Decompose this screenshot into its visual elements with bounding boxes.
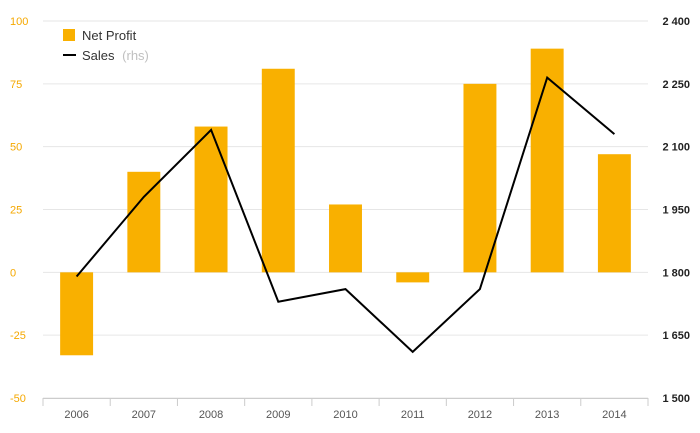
x-tick-label: 2014	[602, 409, 626, 421]
x-tick-label: 2006	[64, 409, 88, 421]
x-tick-label: 2008	[199, 409, 223, 421]
x-tick-label: 2011	[401, 409, 425, 421]
bar-net-profit-2012	[463, 83, 497, 273]
bar-net-profit-2007	[127, 171, 161, 273]
bar-net-profit-2011	[396, 272, 430, 283]
right-tick-label: 2 100	[662, 142, 690, 154]
legend: Net Profit Sales (rhs)	[63, 28, 149, 63]
right-axis-ticks: 2 400 2 250 2 100 1 950 1 800 1 650 1 500	[662, 16, 690, 405]
x-axis: 2006 2007 2008 2009 2010 2011 2012 2013 2014	[42, 398, 649, 421]
left-tick-label: 75	[10, 79, 22, 91]
legend-label-sales: Sales	[82, 48, 115, 63]
x-tick-label: 2007	[132, 409, 156, 421]
right-tick-label: 1 950	[662, 205, 690, 217]
bar-net-profit-2013	[530, 48, 564, 273]
x-tick-label: 2009	[266, 409, 290, 421]
right-tick-label: 1 800	[662, 267, 690, 279]
sales-line	[75, 75, 616, 354]
x-tick-label: 2012	[468, 409, 492, 421]
net-profit-bars	[60, 48, 631, 356]
right-tick-label: 1 500	[662, 393, 690, 405]
left-tick-label: 50	[10, 142, 22, 154]
bar-net-profit-2009	[261, 68, 295, 273]
left-tick-label: 25	[10, 205, 22, 217]
x-tick-label: 2013	[535, 409, 559, 421]
bar-net-profit-2006	[60, 272, 94, 356]
left-tick-label: -25	[10, 330, 26, 342]
bar-net-profit-2010	[329, 204, 362, 273]
svg-text:Sales (rhs): Sales (rhs)	[82, 48, 149, 63]
right-tick-label: 1 650	[662, 330, 690, 342]
left-tick-label: -50	[10, 393, 26, 405]
legend-label-net-profit: Net Profit	[82, 28, 137, 43]
left-axis-ticks: 100 75 50 25 0 -25 -50	[10, 16, 28, 405]
x-tick-label: 2010	[333, 409, 357, 421]
right-tick-label: 2 250	[662, 79, 690, 91]
bar-net-profit-2014	[597, 154, 631, 273]
bar-net-profit-2008	[194, 126, 228, 273]
left-tick-label: 100	[10, 16, 28, 28]
sales-line-series	[75, 75, 616, 354]
right-tick-label: 2 400	[662, 16, 690, 28]
legend-label-sales-rhs: (rhs)	[122, 48, 149, 63]
left-tick-label: 0	[10, 267, 16, 279]
legend-swatch-net-profit	[63, 29, 75, 41]
